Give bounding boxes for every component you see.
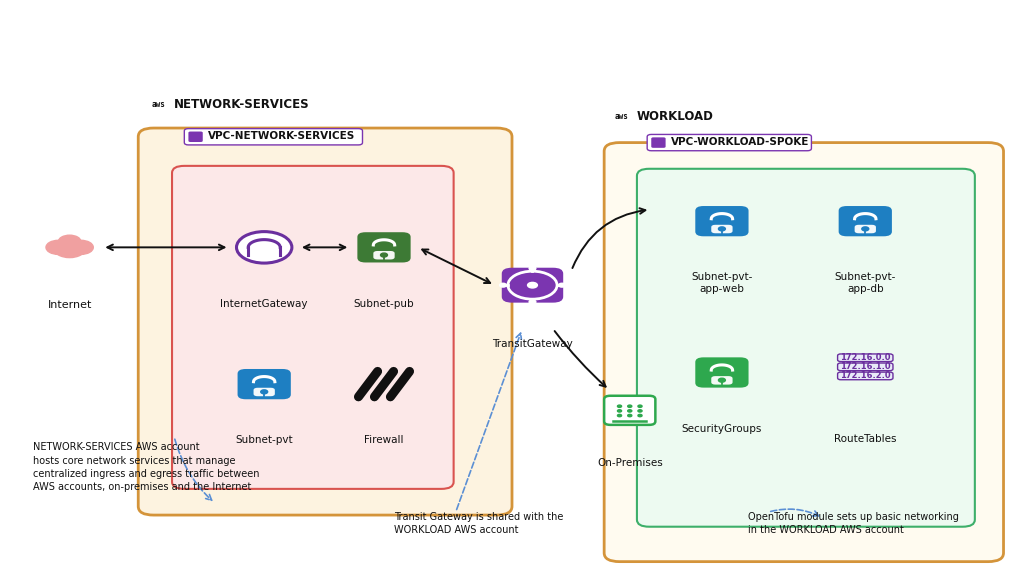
Text: TransitGateway: TransitGateway: [493, 339, 572, 349]
Circle shape: [617, 414, 622, 417]
FancyBboxPatch shape: [184, 129, 362, 145]
Circle shape: [638, 405, 642, 407]
Text: aws: aws: [614, 112, 629, 121]
FancyBboxPatch shape: [647, 134, 811, 151]
Circle shape: [559, 283, 565, 287]
Circle shape: [46, 240, 71, 254]
Text: aws: aws: [152, 100, 166, 109]
Text: Transit Gateway is shared with the
WORKLOAD AWS account: Transit Gateway is shared with the WORKL…: [394, 512, 563, 535]
FancyBboxPatch shape: [855, 225, 876, 233]
Text: WORKLOAD: WORKLOAD: [637, 110, 714, 123]
Circle shape: [862, 227, 868, 231]
Circle shape: [58, 235, 81, 248]
FancyBboxPatch shape: [604, 143, 1004, 562]
Circle shape: [638, 414, 642, 417]
FancyBboxPatch shape: [238, 369, 291, 399]
FancyBboxPatch shape: [254, 388, 274, 396]
Circle shape: [54, 240, 85, 258]
FancyBboxPatch shape: [637, 169, 975, 527]
Text: 172.16.0.0: 172.16.0.0: [840, 353, 891, 362]
Text: Subnet-pvt: Subnet-pvt: [236, 435, 293, 445]
FancyBboxPatch shape: [695, 206, 749, 236]
Text: Subnet-pvt-
app-db: Subnet-pvt- app-db: [835, 272, 896, 294]
Circle shape: [237, 232, 292, 263]
Text: 172.16.2.0: 172.16.2.0: [840, 371, 891, 380]
Text: VPC-WORKLOAD-SPOKE: VPC-WORKLOAD-SPOKE: [671, 137, 809, 147]
Circle shape: [529, 300, 536, 304]
FancyBboxPatch shape: [839, 206, 892, 236]
FancyBboxPatch shape: [138, 128, 512, 515]
FancyBboxPatch shape: [712, 225, 732, 233]
Text: NETWORK-SERVICES AWS account
hosts core network services that manage
centralized: NETWORK-SERVICES AWS account hosts core …: [33, 442, 259, 492]
FancyBboxPatch shape: [604, 396, 655, 425]
FancyBboxPatch shape: [188, 132, 203, 142]
Text: On-Premises: On-Premises: [597, 458, 663, 468]
FancyBboxPatch shape: [374, 251, 394, 260]
Circle shape: [381, 253, 387, 257]
Text: RouteTables: RouteTables: [834, 434, 897, 443]
FancyBboxPatch shape: [838, 372, 893, 379]
Circle shape: [529, 267, 536, 270]
Text: InternetGateway: InternetGateway: [220, 299, 308, 308]
FancyBboxPatch shape: [838, 354, 893, 361]
FancyBboxPatch shape: [838, 363, 893, 371]
FancyBboxPatch shape: [712, 376, 732, 385]
Text: NETWORK-SERVICES: NETWORK-SERVICES: [174, 98, 309, 111]
FancyBboxPatch shape: [695, 357, 749, 388]
Text: Subnet-pub: Subnet-pub: [353, 299, 415, 308]
FancyBboxPatch shape: [502, 268, 563, 303]
Circle shape: [719, 227, 725, 231]
Circle shape: [527, 282, 538, 288]
Circle shape: [617, 410, 622, 412]
Text: 172.16.1.0: 172.16.1.0: [840, 362, 891, 371]
Text: VPC-NETWORK-SERVICES: VPC-NETWORK-SERVICES: [208, 131, 355, 141]
Circle shape: [628, 405, 632, 407]
FancyBboxPatch shape: [172, 166, 454, 489]
Text: Subnet-pvt-
app-web: Subnet-pvt- app-web: [691, 272, 753, 294]
Text: OpenTofu module sets up basic networking
in the WORKLOAD AWS account: OpenTofu module sets up basic networking…: [748, 512, 958, 535]
Circle shape: [628, 410, 632, 412]
Circle shape: [628, 414, 632, 417]
Circle shape: [617, 405, 622, 407]
FancyBboxPatch shape: [357, 232, 411, 262]
FancyBboxPatch shape: [651, 137, 666, 148]
Circle shape: [69, 240, 93, 254]
Text: Internet: Internet: [47, 300, 92, 310]
Text: SecurityGroups: SecurityGroups: [682, 424, 762, 434]
Circle shape: [500, 283, 507, 287]
Circle shape: [638, 410, 642, 412]
Text: Firewall: Firewall: [365, 435, 403, 445]
Circle shape: [261, 390, 267, 394]
Circle shape: [719, 378, 725, 382]
